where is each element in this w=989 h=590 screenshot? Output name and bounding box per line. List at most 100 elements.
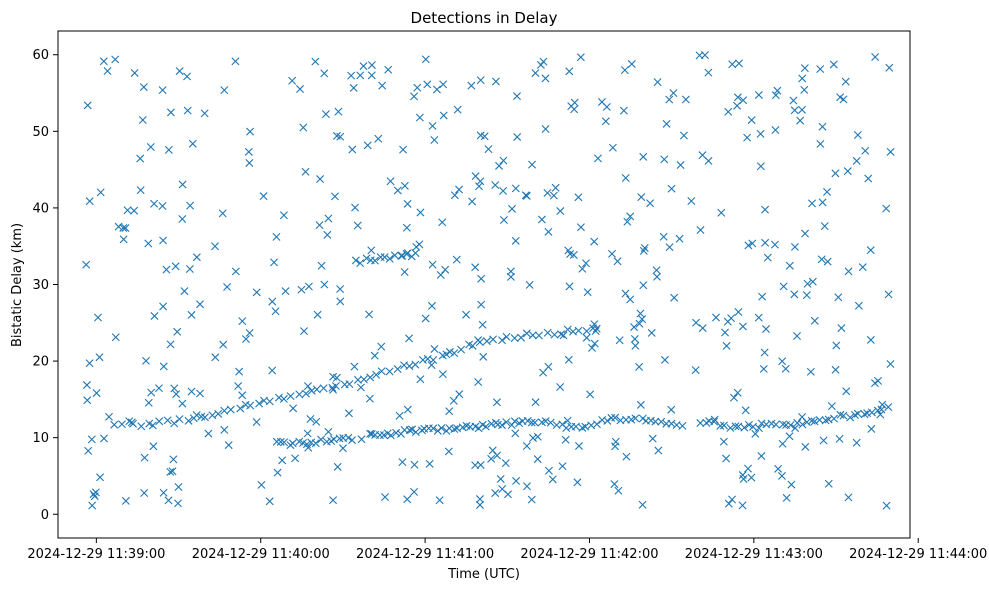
detection-marker (719, 421, 728, 430)
detection-marker (259, 192, 268, 201)
detection-marker (601, 117, 610, 126)
detection-marker (722, 454, 731, 463)
detection-marker (576, 223, 585, 232)
detection-marker (208, 411, 217, 420)
detection-marker (196, 300, 204, 309)
detection-marker (111, 333, 120, 342)
detection-marker (169, 455, 178, 464)
detection-marker (416, 375, 425, 384)
detection-marker (724, 499, 733, 508)
detection-marker (320, 69, 329, 78)
detection-marker (866, 335, 875, 344)
detection-marker (646, 199, 655, 208)
detection-marker (187, 310, 196, 319)
detection-marker (574, 193, 583, 202)
detection-marker (433, 426, 442, 435)
detection-marker (491, 181, 500, 190)
detection-marker (652, 272, 661, 281)
detection-marker (332, 131, 341, 140)
detection-marker (427, 301, 436, 310)
detection-marker (830, 414, 838, 423)
detection-marker (252, 288, 261, 297)
detection-marker (159, 488, 168, 497)
detection-marker (773, 86, 782, 95)
detection-marker (90, 492, 99, 501)
detection-marker (304, 282, 313, 291)
detection-marker (667, 405, 676, 414)
detection-marker (546, 418, 555, 427)
detection-marker (312, 385, 321, 394)
detection-marker (648, 434, 657, 443)
detection-marker (311, 439, 320, 448)
detection-marker (738, 501, 747, 510)
detection-marker (841, 77, 850, 86)
x-tick-label: 2024-12-29 11:39:00 (27, 547, 165, 562)
detection-marker (211, 242, 220, 251)
detection-marker (119, 223, 128, 232)
detection-marker (816, 65, 825, 74)
detection-marker (400, 268, 409, 276)
detection-marker (692, 318, 701, 327)
detection-marker (802, 291, 811, 300)
detection-marker (793, 418, 802, 427)
detection-marker (770, 240, 779, 249)
detection-marker (192, 253, 201, 262)
detection-marker (886, 360, 895, 368)
detection-marker (159, 236, 168, 245)
y-tick-label: 20 (32, 355, 49, 370)
detection-marker (590, 339, 599, 348)
detection-marker (808, 277, 817, 286)
detection-marker (94, 313, 102, 322)
detection-marker (475, 500, 484, 509)
detection-marker (171, 262, 180, 271)
detection-marker (762, 325, 771, 334)
detection-marker (487, 454, 496, 463)
detection-marker (453, 105, 462, 114)
detection-marker (359, 62, 368, 71)
detection-marker (381, 493, 390, 502)
detection-marker (866, 246, 875, 255)
detection-marker (818, 122, 827, 131)
detection-marker (147, 388, 156, 397)
detection-marker (541, 74, 550, 83)
detection-marker (175, 67, 184, 76)
detection-marker (522, 441, 531, 450)
chart-title: Detections in Delay (411, 9, 558, 27)
detection-marker (220, 425, 229, 434)
detection-marker (611, 413, 620, 422)
detection-marker (288, 76, 297, 85)
detection-marker (429, 355, 438, 364)
detection-marker (603, 416, 612, 425)
detection-marker (371, 256, 379, 265)
detection-marker (428, 121, 437, 130)
detection-marker (831, 169, 840, 178)
detection-marker (565, 67, 574, 76)
detection-marker (377, 367, 386, 376)
detection-marker (114, 222, 123, 231)
detection-marker (349, 83, 358, 92)
detection-marker (556, 383, 565, 391)
detection-marker (627, 60, 636, 69)
detection-marker (667, 419, 676, 428)
detection-marker (367, 61, 376, 70)
detection-marker (162, 265, 171, 274)
detection-marker (665, 243, 674, 252)
detection-marker (187, 387, 196, 396)
detection-marker (867, 424, 876, 433)
detection-marker (356, 71, 365, 80)
detection-marker (771, 126, 780, 135)
detection-marker (365, 310, 374, 319)
detection-marker (531, 398, 540, 407)
detection-marker (185, 265, 194, 273)
detection-marker (852, 156, 861, 165)
detection-marker (150, 199, 159, 208)
detection-marker (665, 95, 674, 104)
detection-marker (698, 324, 707, 333)
detection-marker (782, 493, 791, 502)
detection-marker (288, 439, 297, 448)
detection-marker (268, 366, 277, 375)
detection-marker (882, 204, 891, 213)
detection-marker (372, 370, 381, 379)
detection-marker (245, 328, 254, 337)
detection-marker (528, 160, 537, 169)
